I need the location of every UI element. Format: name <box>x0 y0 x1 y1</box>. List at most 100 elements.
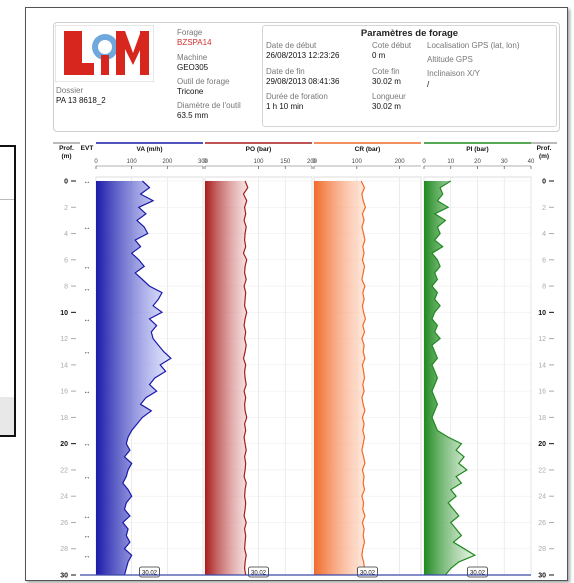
depth-tick-label-right: 30 <box>538 573 546 580</box>
evt-marker: ↔ <box>84 224 91 231</box>
depth-tick-label-left: 16 <box>60 389 68 396</box>
cote-fin-label: Cote fin <box>372 67 400 76</box>
depth-tick-label-left: 4 <box>64 231 68 238</box>
track-1-tick-label: 300 <box>198 159 209 165</box>
diametre-value: 63.5 mm <box>177 111 209 120</box>
cote-debut-value: 0 m <box>372 51 386 60</box>
track-2-tick-label: 100 <box>253 159 264 165</box>
inclinaison-label: Inclinaison X/Y <box>427 69 480 78</box>
track-3-area <box>314 181 366 575</box>
machine-label: Machine <box>177 53 208 62</box>
depth-tick-label-right: 28 <box>538 546 546 553</box>
depth-tick-label-right: 26 <box>538 520 546 527</box>
track-3-tick-label: 200 <box>395 159 406 165</box>
evt-marker: ↔ <box>84 389 91 396</box>
diametre-label: Diamètre de l'outil <box>177 101 241 110</box>
params-box: Paramètres de forage <box>262 25 557 127</box>
gps-label: Localisation GPS (lat, lon) <box>427 41 520 50</box>
track-4-area <box>424 181 475 575</box>
depth-tick-label-left: 10 <box>60 310 68 317</box>
params-title: Paramètres de forage <box>360 28 459 39</box>
track-2-tick-label: 0 <box>203 159 207 165</box>
track-2-tick-label: 200 <box>307 159 318 165</box>
track-3-end-marker-label: 30.02 <box>360 571 376 577</box>
depth-tick-label-left: 2 <box>64 205 68 212</box>
track-4-curve <box>431 180 477 576</box>
track-3-title: CR (bar) <box>355 146 381 153</box>
track-2-area <box>205 181 248 575</box>
evt-marker: ↔ <box>84 286 91 293</box>
depth-tick-label-left: 22 <box>60 467 68 474</box>
depth-tick-label-right: 0 <box>542 179 546 186</box>
depth-tick-label-right: 22 <box>538 467 546 474</box>
track-4-tick-label: 40 <box>528 159 535 165</box>
altitude-label: Altitude GPS <box>427 55 473 64</box>
depth-tick-label-right: 14 <box>538 362 546 369</box>
machine-value: GEO305 <box>177 63 209 72</box>
outil-value: Tricone <box>177 87 204 96</box>
cote-fin-value: 30.02 m <box>372 77 401 86</box>
depth-tick-label-right: 4 <box>542 231 546 238</box>
track-3-curve <box>360 180 367 576</box>
depth-tick-label-right: 2 <box>542 205 546 212</box>
depth-axis-unit-right: (m) <box>539 153 549 160</box>
depth-tick-label-left: 18 <box>60 415 68 422</box>
depth-tick-label-left: 6 <box>64 257 68 264</box>
track-2-end-marker-label: 30.02 <box>251 571 267 577</box>
depth-tick-label-left: 0 <box>64 179 68 186</box>
depth-tick-label-right: 24 <box>538 494 546 501</box>
date-fin-value: 29/08/2013 08:41:36 <box>266 77 340 86</box>
track-4-tick-label: 10 <box>447 159 454 165</box>
date-fin-label: Date de fin <box>266 67 305 76</box>
track-1-tick-label: 100 <box>127 159 138 165</box>
track-1-curve <box>121 180 172 576</box>
depth-tick-label-left: 20 <box>60 441 68 448</box>
depth-tick-label-left: 28 <box>60 546 68 553</box>
depth-tick-label-right: 18 <box>538 415 546 422</box>
evt-marker: ↔ <box>84 553 91 560</box>
dossier-value: PA 13 8618_2 <box>56 96 106 105</box>
track-2-curve <box>242 180 249 576</box>
evt-marker: ↔ <box>84 349 91 356</box>
side-panel-shade <box>0 397 14 435</box>
track-4-tick-label: 20 <box>474 159 481 165</box>
depth-tick-label-left: 26 <box>60 520 68 527</box>
date-debut-value: 26/08/2013 12:23:26 <box>266 51 340 60</box>
longueur-label: Longueur <box>372 92 406 101</box>
depth-tick-label-left: 14 <box>60 362 68 369</box>
cote-debut-label: Cote début <box>372 41 412 50</box>
side-panel-fragment <box>0 145 16 437</box>
depth-axis-title-left: Prof. <box>59 145 74 152</box>
forage-label: Forage <box>177 28 203 37</box>
track-4-tick-label: 0 <box>422 159 426 165</box>
track-1-end-marker-label: 30.02 <box>142 571 158 577</box>
track-1-title: VA (m/h) <box>137 146 163 153</box>
outil-label: Outil de forage <box>177 77 230 86</box>
depth-axis-unit-left: (m) <box>61 153 71 160</box>
depth-tick-label-right: 10 <box>538 310 546 317</box>
evt-marker: ↔ <box>84 316 91 323</box>
depth-tick-label-right: 20 <box>538 441 546 448</box>
evt-marker: ↔ <box>84 441 91 448</box>
date-debut-label: Date de début <box>266 41 317 50</box>
depth-tick-label-right: 16 <box>538 389 546 396</box>
evt-marker: ↔ <box>84 179 91 186</box>
depth-tick-label-left: 30 <box>60 573 68 580</box>
depth-tick-label-right: 6 <box>542 257 546 264</box>
track-3-tick-label: 0 <box>312 159 316 165</box>
duree-label: Durée de foration <box>266 92 328 101</box>
forage-value: BZSPA14 <box>177 38 212 47</box>
track-1-area <box>96 181 171 575</box>
longueur-value: 30.02 m <box>372 102 401 111</box>
track-3-tick-label: 100 <box>352 159 363 165</box>
track-1-tick-label: 0 <box>94 159 98 165</box>
track-4-title: PI (bar) <box>466 146 488 153</box>
track-2-title: PO (bar) <box>246 146 272 153</box>
evt-marker: ↔ <box>84 264 91 271</box>
track-2-tick-label: 150 <box>280 159 291 165</box>
dossier-label: Dossier <box>56 86 84 95</box>
evt-column-title: EVT <box>81 145 94 152</box>
track-4-tick-label: 30 <box>501 159 508 165</box>
inclinaison-value: / <box>427 80 430 89</box>
